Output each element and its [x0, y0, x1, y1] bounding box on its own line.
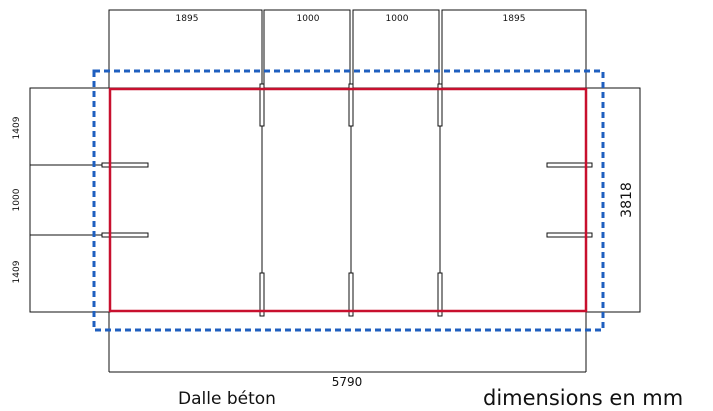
tie-left-2	[101, 232, 149, 238]
tie-right-2	[546, 232, 593, 238]
post-bottom-2	[348, 272, 354, 317]
top-dim-label-4: 1895	[503, 14, 526, 24]
left-dimension-box	[29, 87, 111, 313]
slab-caption: Dalle béton	[178, 389, 276, 409]
left-dim-label-3: 1409	[12, 260, 22, 283]
post-top-1	[259, 83, 265, 127]
right-dim-label: 3818	[619, 182, 635, 218]
post-markers	[259, 83, 443, 317]
post-top-2	[348, 83, 354, 127]
tie-left-1	[101, 162, 149, 168]
top-dim-label-2: 1000	[297, 14, 320, 24]
tie-right-1	[546, 162, 593, 168]
bottom-dim-label: 5790	[332, 375, 363, 389]
left-dim-label-2: 1000	[12, 188, 22, 211]
bottom-dimension-box	[108, 312, 587, 373]
tie-markers	[101, 162, 593, 238]
left-dim-label-1: 1409	[12, 116, 22, 139]
post-top-3	[437, 83, 443, 127]
top-dim-label-3: 1000	[386, 14, 409, 24]
units-caption: dimensions en mm	[483, 386, 684, 410]
post-bottom-1	[259, 272, 265, 317]
post-bottom-3	[437, 272, 443, 317]
top-dim-label-1: 1895	[176, 14, 199, 24]
outer-dashed-outline	[92, 69, 605, 332]
slab-outline	[108, 87, 588, 313]
